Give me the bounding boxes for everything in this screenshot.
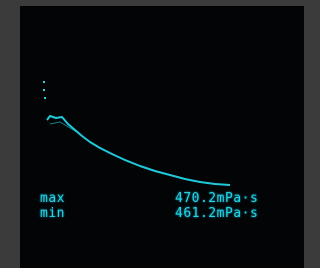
trace-noise (50, 122, 80, 134)
trace-plot (20, 6, 304, 268)
max-label: max (40, 192, 65, 206)
min-value: 461.2mPa·s (175, 207, 258, 221)
max-value: 470.2mPa·s (175, 192, 258, 206)
trace-dot (43, 81, 45, 83)
viscosity-trace (47, 116, 230, 185)
display-screen: max 470.2mPa·s min 461.2mPa·s (20, 6, 304, 268)
trace-dots (43, 81, 46, 99)
min-label: min (40, 207, 65, 221)
trace-dot (44, 97, 46, 99)
trace-dot (43, 89, 45, 91)
device-frame: max 470.2mPa·s min 461.2mPa·s (0, 0, 304, 268)
page: max 470.2mPa·s min 461.2mPa·s (() => { c… (0, 0, 304, 268)
